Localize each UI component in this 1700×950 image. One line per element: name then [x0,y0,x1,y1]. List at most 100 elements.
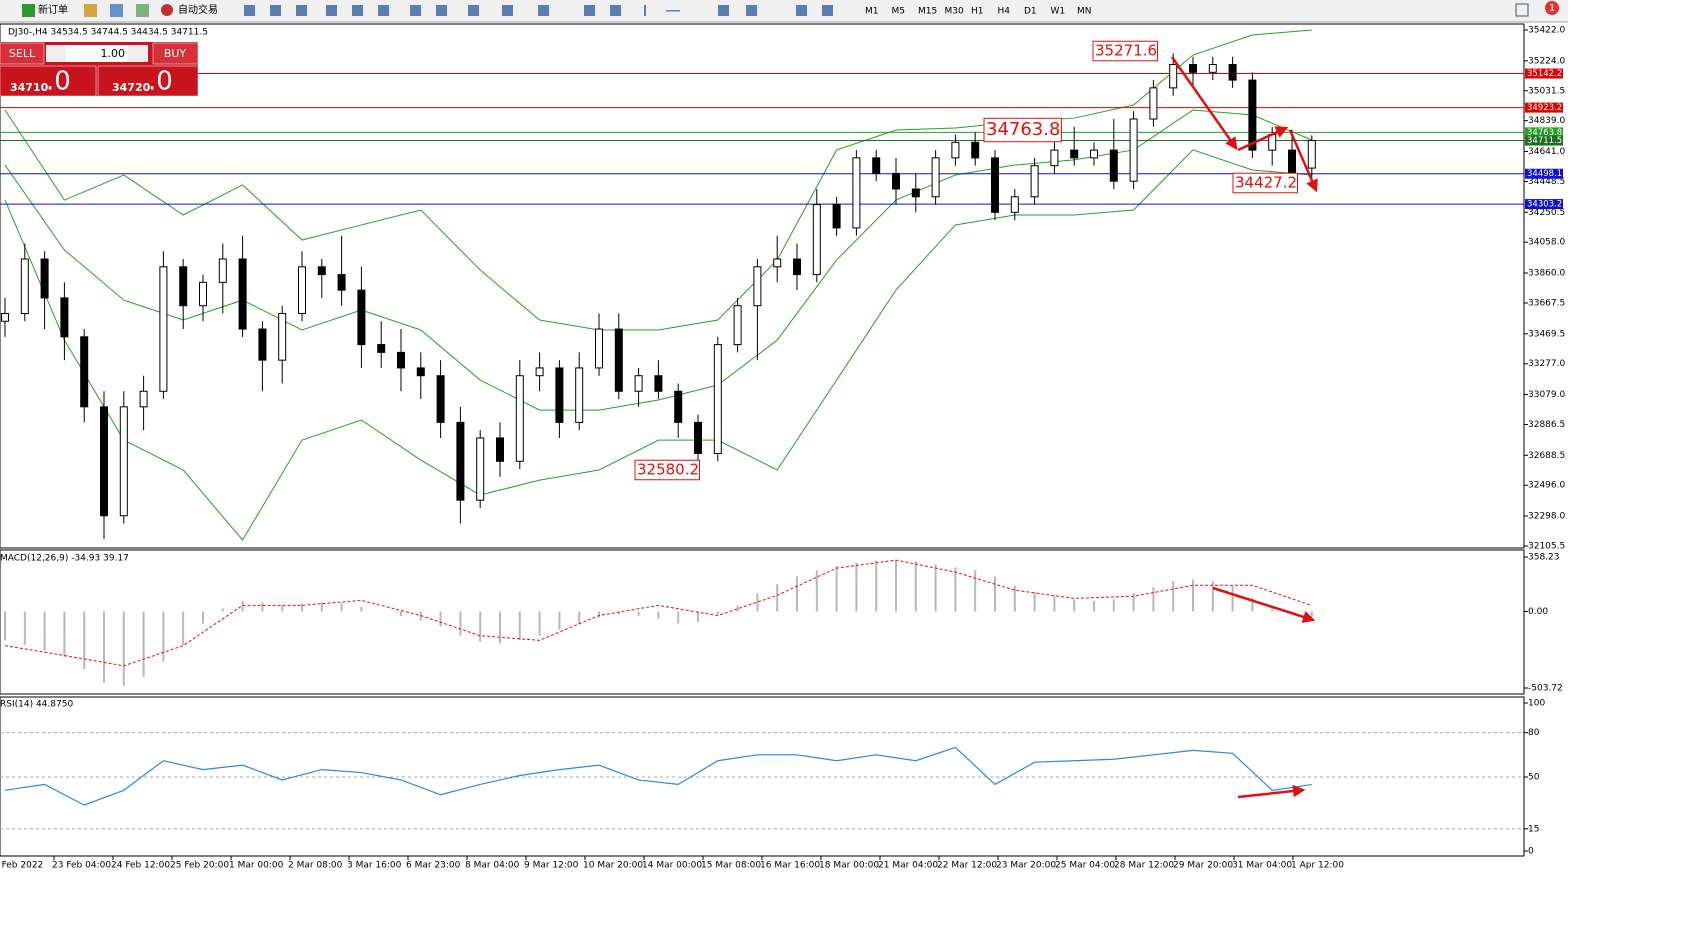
candle-body [436,375,445,423]
tool-icon[interactable] [538,5,549,16]
x-tick-label: 10 Mar 20:00 [583,861,643,871]
macd-bar [1132,593,1135,612]
tool-icon[interactable] [244,5,255,16]
search-icon[interactable] [1515,3,1529,17]
tool-icon[interactable] [746,5,757,16]
price-level-box [1525,135,1563,146]
macd-bar [301,603,303,612]
candle-body [456,421,465,501]
x-tick-label: 22 Mar 12:00 [937,861,997,871]
annotation: 34427.2 [1235,174,1297,192]
macd-bar [202,611,204,624]
y-tick-label: 33079.0 [1528,390,1565,400]
candle-body [753,266,762,307]
candle-body [892,172,900,190]
candle-body [357,289,366,346]
sell-label[interactable]: SELL [9,47,36,60]
timeframe-button[interactable]: M30 [945,7,964,17]
macd-bar [974,570,977,612]
candle-body [931,157,940,198]
timeframe-button[interactable]: MN [1077,7,1092,17]
macd-bar [439,611,442,627]
macd-bar [320,602,323,612]
timeframe-button[interactable]: M5 [892,7,906,17]
candle-body [20,258,29,314]
timeframe-button[interactable]: M1 [865,7,879,17]
lot-value[interactable]: 1.00 [101,47,126,60]
tool-icon[interactable] [666,10,680,12]
macd-bar [697,611,699,623]
candle-body [1268,134,1277,151]
tool-icon[interactable] [584,5,595,16]
x-tick-label: 21 Mar 04:00 [878,861,938,871]
chart-header: DJ30-,H4 34534.5 34744.5 34434.5 34711.5 [8,28,208,38]
tool-icon[interactable] [326,5,337,16]
x-tick-label: 25 Feb 20:00 [170,861,229,871]
candle-body [317,266,326,276]
new-order[interactable]: 新订单 [38,3,68,16]
tool-icon[interactable] [136,4,149,17]
macd-bar [994,576,996,612]
y-tick-label: 80 [1528,728,1540,738]
macd-bar [776,584,779,612]
lot-up[interactable] [128,45,148,62]
macd-bar [736,605,739,612]
tool-icon[interactable] [410,5,421,16]
tool-icon[interactable] [644,5,646,16]
y-tick-label: 0 [1528,847,1534,857]
candle-body [575,367,584,423]
macd-bar [142,611,145,677]
candle-body [1228,64,1237,81]
buy-label[interactable]: BUY [164,47,187,60]
tool-icon[interactable] [110,4,123,17]
tool-icon[interactable] [822,5,833,16]
timeframe-button[interactable]: W1 [1051,7,1066,17]
buy-price-box[interactable] [97,65,199,97]
candle-body [199,281,207,307]
new-order-icon[interactable] [22,4,35,17]
buy-button[interactable] [152,42,199,65]
macd-bar [1013,585,1016,612]
tool-icon[interactable] [436,5,447,16]
candle-body [595,328,603,369]
auto-trading[interactable]: 自动交易 [178,3,218,16]
tool-icon[interactable] [718,5,729,16]
timeframe-button[interactable]: H4 [998,7,1011,17]
tool-icon[interactable] [610,5,621,16]
macd-bar [954,567,957,612]
candle-body [812,204,821,276]
macd-bar [1112,599,1115,612]
sell-price-box[interactable] [0,65,97,97]
macd-bar [499,611,501,644]
tool-icon[interactable] [796,5,807,16]
annotation-box [1232,172,1298,194]
price-level-box [1525,68,1563,79]
lot-input[interactable] [66,45,128,62]
macd-bar [914,561,917,612]
tool-icon[interactable] [502,5,513,16]
tool-icon[interactable] [270,5,281,16]
price-level-box [1525,168,1563,179]
auto-trading-icon[interactable] [161,4,173,16]
tool-icon[interactable] [352,5,363,16]
tool-icon[interactable] [468,5,479,16]
timeframe-button[interactable]: H1 [971,7,984,17]
timeframe-button[interactable]: M15 [918,7,937,17]
macd-bar [241,600,244,612]
candle-body [298,266,306,314]
candle-body [40,258,49,299]
candle-body [377,344,386,353]
tool-icon[interactable] [296,5,307,16]
lot-down[interactable] [46,45,66,62]
annotation-box [983,117,1062,143]
candle-body [1307,140,1316,169]
sell-button[interactable] [0,42,45,65]
candle-body [911,188,920,198]
tool-icon[interactable] [378,5,389,16]
arrow [1237,126,1289,152]
candle-body [218,258,227,283]
timeframe-button[interactable]: D1 [1024,7,1037,17]
tool-icon[interactable] [84,4,97,17]
y-tick-label: 32886.5 [1528,420,1565,430]
notification-badge[interactable] [1545,1,1559,15]
